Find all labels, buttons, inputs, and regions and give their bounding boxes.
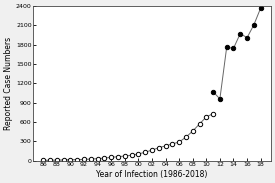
Point	[191, 130, 195, 132]
Point	[150, 149, 154, 152]
Point	[204, 115, 208, 118]
Point	[231, 47, 236, 50]
Point	[238, 32, 243, 35]
Point	[68, 158, 73, 161]
Point	[156, 146, 161, 149]
Point	[163, 144, 168, 147]
Point	[82, 158, 86, 161]
Point	[129, 154, 134, 157]
Point	[177, 141, 181, 143]
Point	[184, 136, 188, 139]
Point	[75, 158, 79, 161]
Point	[123, 155, 127, 158]
Point	[143, 151, 147, 154]
Point	[224, 46, 229, 49]
Point	[61, 158, 66, 161]
Point	[245, 36, 249, 39]
Point	[252, 23, 256, 26]
Point	[95, 157, 100, 160]
Point	[211, 112, 215, 115]
Point	[102, 157, 107, 160]
Point	[197, 122, 202, 125]
Point	[116, 155, 120, 158]
Point	[218, 97, 222, 100]
Point	[170, 142, 175, 145]
Point	[89, 158, 93, 160]
Point	[41, 159, 45, 162]
Y-axis label: Reported Case Numbers: Reported Case Numbers	[4, 37, 13, 130]
Point	[136, 152, 141, 155]
Point	[48, 159, 52, 162]
Point	[109, 156, 113, 159]
Point	[55, 159, 59, 162]
Point	[258, 7, 263, 10]
Point	[211, 90, 215, 93]
X-axis label: Year of Infection (1986-2018): Year of Infection (1986-2018)	[96, 170, 208, 179]
